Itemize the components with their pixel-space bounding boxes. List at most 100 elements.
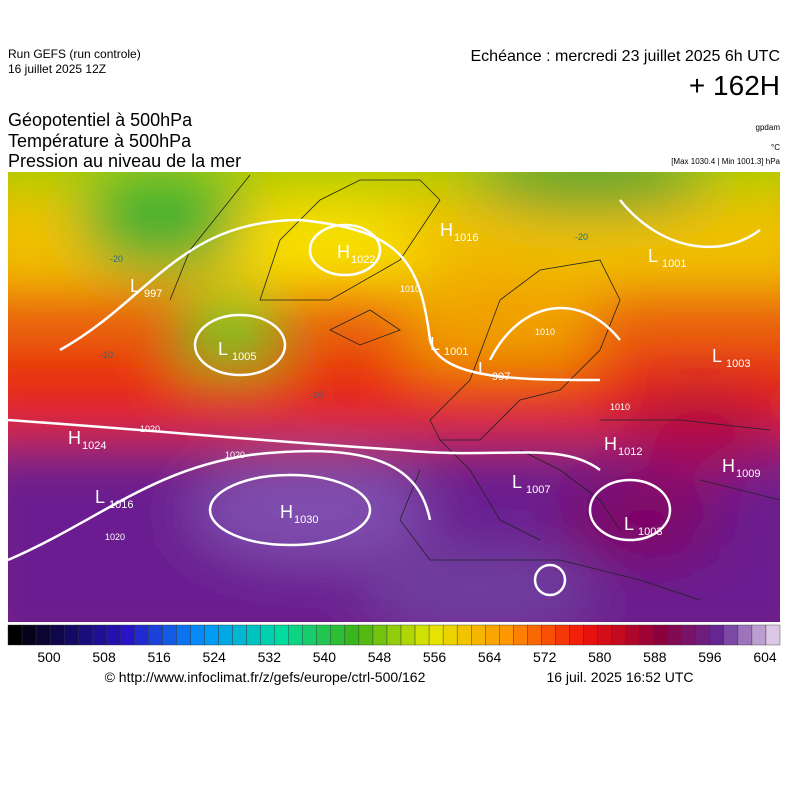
lead-time: + 162H xyxy=(689,70,780,101)
legend: Géopotentiel à 500hPa Température à 500h… xyxy=(8,110,781,171)
center-value: 1009 xyxy=(736,468,760,480)
colorbar-swatch xyxy=(442,624,458,646)
colorbar-swatch xyxy=(723,624,739,646)
legend-line: Température à 500hPa xyxy=(8,131,192,151)
colorbar-swatch xyxy=(751,624,767,646)
colorbar-swatch xyxy=(190,624,205,646)
colorbar-swatch xyxy=(232,624,247,646)
center-type: L xyxy=(430,334,440,354)
colorbar-swatch xyxy=(330,624,346,646)
center-value: 1001 xyxy=(662,258,686,270)
colorbar-tick-label: 596 xyxy=(698,649,722,665)
run: Run GEFS (run controle) xyxy=(8,47,141,61)
center-value: 1005 xyxy=(232,351,256,363)
colorbar-swatch xyxy=(625,624,640,646)
colorbar-swatch xyxy=(513,624,528,646)
colorbar-swatch xyxy=(176,624,191,646)
center-value: 997 xyxy=(492,371,510,383)
colorbar-swatch xyxy=(653,624,668,646)
center-type: H xyxy=(722,456,735,476)
center-value: 1003 xyxy=(726,358,750,370)
colorbar-swatch xyxy=(162,624,177,646)
colorbar-swatch xyxy=(77,624,93,646)
forecast: Echéance : mercredi 23 juillet 2025 6h U… xyxy=(471,48,781,65)
center-value: 1007 xyxy=(526,484,550,496)
contour-labels: 1020 1020 1020 1010 1010 1010 -20 -20 -10 -10 xyxy=(100,232,630,542)
unit: [Max 1030.4 | Min 1001.3] hPa xyxy=(671,157,780,166)
center-value: 1012 xyxy=(618,446,642,458)
colorbar-tick-label: 556 xyxy=(423,649,447,665)
center-value: 1003 xyxy=(638,526,662,538)
coastlines xyxy=(169,174,780,601)
colorbar-swatch xyxy=(569,624,584,646)
colorbar-swatch xyxy=(7,624,23,646)
center-value: 1016 xyxy=(454,232,478,244)
colorbar-tick-label: 524 xyxy=(203,649,227,665)
center-value: 1022 xyxy=(351,254,375,266)
center-value: 997 xyxy=(144,288,162,300)
colorbar-tick-label: 580 xyxy=(588,649,612,665)
center-type: L xyxy=(624,514,634,534)
center-type: L xyxy=(218,339,228,359)
center-value: 1016 xyxy=(109,499,133,511)
colorbar-swatch xyxy=(63,624,79,646)
colorbar-swatch xyxy=(274,624,289,646)
contour-label: 1010 xyxy=(400,284,420,294)
colorbar-swatch xyxy=(35,624,51,646)
center-type: H xyxy=(440,220,453,240)
center-value: 1024 xyxy=(82,440,106,452)
colorbar-swatch xyxy=(681,624,696,646)
colorbar-swatch xyxy=(372,624,388,646)
colorbar-swatch xyxy=(765,624,781,646)
colorbar-tick-label: 508 xyxy=(92,649,116,665)
contour-label: 1020 xyxy=(105,532,125,542)
colorbar-swatch xyxy=(204,624,219,646)
contour-label: -10 xyxy=(310,390,323,400)
center-type: L xyxy=(712,346,722,366)
center-value: 1030 xyxy=(294,514,318,526)
colorbar-swatch xyxy=(358,624,374,646)
colorbar: 500 508 516 524 532 540 548 556 564 572 580 588 596 6… xyxy=(7,624,781,665)
colorbar-swatch xyxy=(134,624,149,646)
colorbar-swatch xyxy=(49,624,65,646)
colorbar-tick-label: 548 xyxy=(368,649,392,665)
colorbar-tick-label: 604 xyxy=(753,649,777,665)
colorbar-swatch xyxy=(386,624,402,646)
contour-label: 1010 xyxy=(535,327,555,337)
unit: gpdam xyxy=(756,123,781,132)
colorbar-tick-label: 540 xyxy=(313,649,337,665)
colorbar-tick-label: 588 xyxy=(643,649,667,665)
center-type: L xyxy=(478,359,488,379)
colorbar-swatch xyxy=(400,624,416,646)
footer-url: © http://www.infoclimat.fr/z/gefs/europe… xyxy=(105,669,426,685)
colorbar-swatch xyxy=(541,624,556,646)
colorbar-swatch xyxy=(611,624,626,646)
center-type: H xyxy=(337,242,350,262)
center-type: L xyxy=(95,487,105,507)
colorbar-swatch xyxy=(414,624,430,646)
center-type: L xyxy=(512,472,522,492)
legend-line: Pression au niveau de la mer xyxy=(8,151,241,171)
colorbar-swatch xyxy=(471,624,486,646)
colorbar-swatch xyxy=(428,624,444,646)
colorbar-tick-label: 500 xyxy=(37,649,61,665)
colorbar-swatch xyxy=(709,624,725,646)
colorbar-tick-label: 532 xyxy=(258,649,282,665)
isobars xyxy=(8,199,761,597)
colorbar-swatch xyxy=(21,624,37,646)
colorbar-swatch xyxy=(737,624,753,646)
colorbar-swatch xyxy=(456,624,472,646)
colorbar-tick-label: 564 xyxy=(478,649,502,665)
colorbar-swatch xyxy=(260,624,275,646)
contour-label: -20 xyxy=(110,254,123,264)
contour-label: 1010 xyxy=(610,402,630,412)
colorbar-swatch xyxy=(316,624,332,646)
center-type: H xyxy=(604,434,617,454)
colorbar-swatch xyxy=(288,624,303,646)
colorbar-swatch xyxy=(527,624,542,646)
colorbar-swatch xyxy=(667,624,682,646)
footer-date: 16 juil. 2025 16:52 UTC xyxy=(546,669,693,685)
legend-line: Géopotentiel à 500hPa xyxy=(8,110,193,130)
colorbar-swatch xyxy=(302,624,318,646)
colorbar-tick-label: 516 xyxy=(147,649,171,665)
